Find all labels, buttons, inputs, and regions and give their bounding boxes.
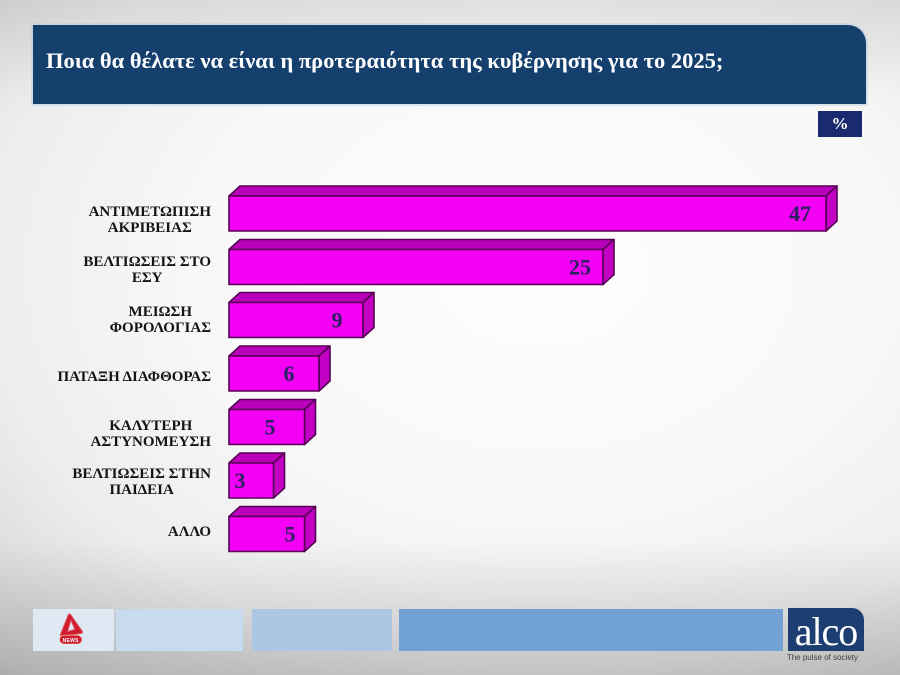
svg-text:47: 47 xyxy=(789,201,811,226)
svg-text:25: 25 xyxy=(569,255,591,280)
svg-text:6: 6 xyxy=(284,361,295,386)
svg-text:NEWS: NEWS xyxy=(63,638,80,644)
svg-text:9: 9 xyxy=(332,308,343,333)
svg-text:5: 5 xyxy=(265,415,276,440)
svg-text:3: 3 xyxy=(235,468,246,493)
svg-text:5: 5 xyxy=(285,522,296,547)
